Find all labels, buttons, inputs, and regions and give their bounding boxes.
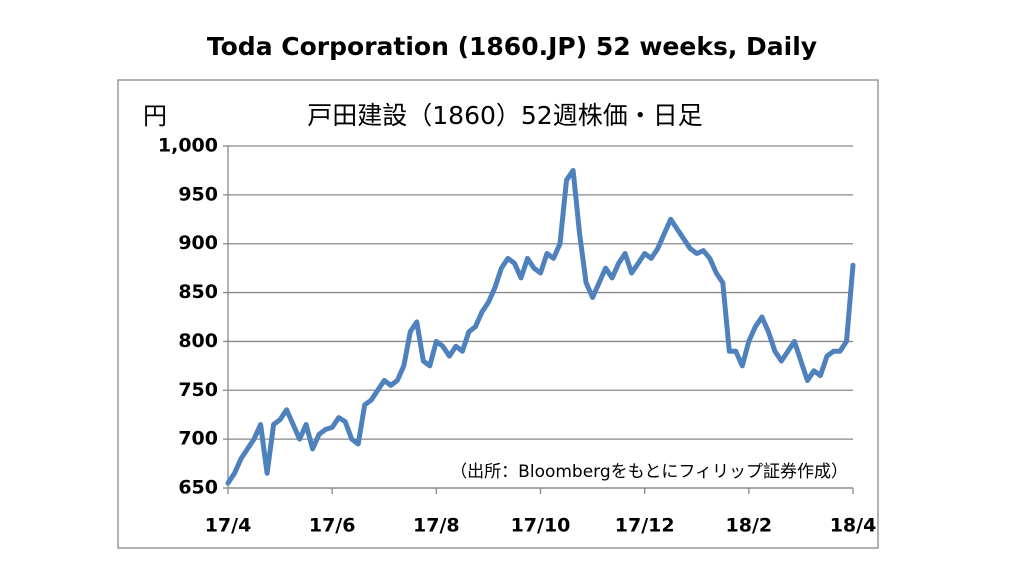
- chart-frame: [117, 79, 879, 549]
- y-tick-label: 650: [178, 477, 218, 499]
- y-tick-label: 900: [178, 232, 218, 254]
- chart-subtitle: 戸田建設（1860）52週株価・日足: [307, 101, 702, 130]
- chart-title: Toda Corporation (1860.JP) 52 weeks, Dai…: [207, 32, 817, 61]
- x-tick-label: 18/4: [830, 515, 877, 537]
- x-tick-label: 18/2: [726, 515, 773, 537]
- y-tick-label: 750: [178, 379, 218, 401]
- y-tick-label: 700: [178, 428, 218, 450]
- price-line: [225, 167, 856, 486]
- x-tick-label: 17/10: [511, 515, 571, 537]
- x-tick-label: 17/6: [309, 515, 356, 537]
- x-tick-label: 17/12: [615, 515, 675, 537]
- source-note: （出所：Bloombergをもとにフィリップ証券作成）: [450, 462, 848, 482]
- x-tick-label: 17/8: [413, 515, 460, 537]
- x-tick-label: 17/4: [205, 515, 252, 537]
- y-tick-label: 1,000: [158, 135, 218, 157]
- y-tick-label: 800: [178, 330, 218, 352]
- y-axis-label: 円: [143, 102, 167, 130]
- y-tick-label: 950: [178, 183, 218, 205]
- y-tick-label: 850: [178, 281, 218, 303]
